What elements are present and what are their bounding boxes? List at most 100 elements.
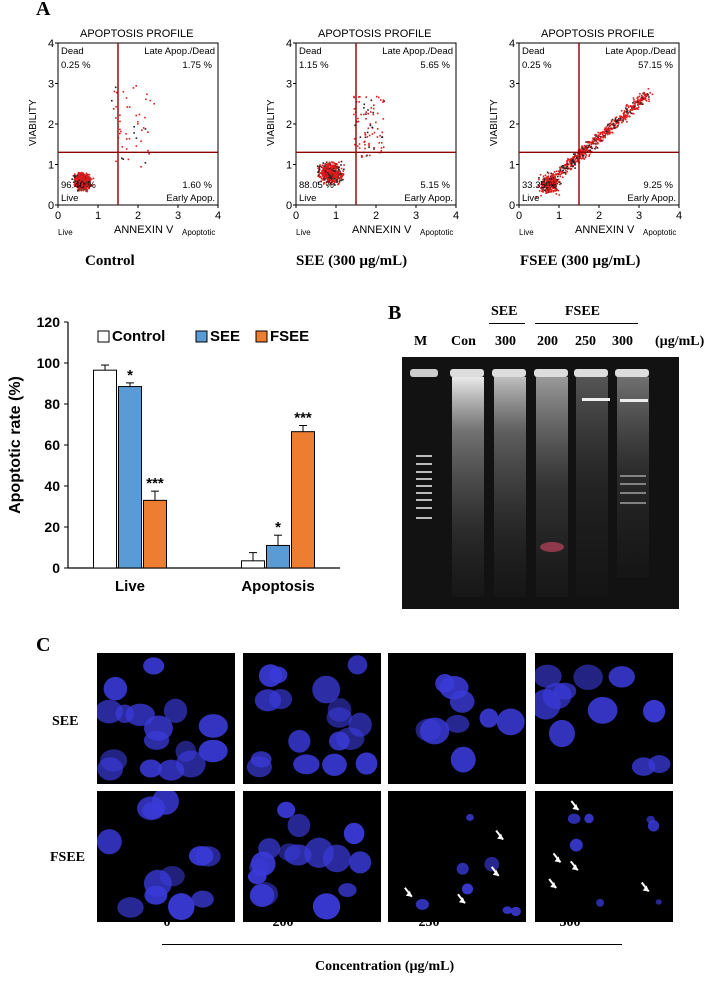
nucleus — [567, 813, 581, 824]
flow-event-dot — [607, 129, 610, 132]
flow-event-dot — [327, 176, 330, 178]
flow-event-dot — [556, 180, 559, 183]
flow-event-dot — [332, 162, 334, 164]
flow-event-dot — [331, 166, 334, 169]
flow-event-dot — [615, 126, 617, 129]
flow-event-dot — [629, 111, 631, 113]
flow-event-dot — [632, 102, 634, 104]
flow-event-dot — [546, 171, 549, 174]
flow-event-dot — [638, 102, 640, 104]
flow-event-dot — [570, 160, 572, 162]
flow-event-dot — [327, 166, 329, 169]
flow-event-dot — [547, 185, 550, 188]
flow-event-dot — [594, 143, 597, 145]
flow-event-dot — [633, 101, 635, 103]
flow-event-dot — [542, 175, 545, 178]
flow-event-dot — [330, 176, 333, 178]
conc-label-300: 300 — [559, 915, 581, 930]
flow-event-dot — [572, 165, 574, 167]
flow-event-dot — [607, 127, 610, 129]
flow-event-dot — [567, 158, 569, 160]
flow-event-dot — [366, 131, 369, 134]
nucleus — [304, 837, 334, 868]
flow-ytick: 2 — [509, 119, 515, 131]
flow-event-dot — [605, 129, 607, 131]
flow-event-dot — [72, 181, 75, 184]
flow-event-dot — [327, 181, 330, 183]
flow-event-dot — [596, 147, 599, 149]
flow-event-dot — [78, 176, 81, 178]
flow-event-dot — [329, 182, 332, 184]
flow-event-dot — [622, 116, 624, 118]
flow-event-dot — [144, 116, 146, 119]
flow-event-dot — [542, 191, 544, 193]
flow-event-dot — [582, 157, 584, 159]
flow-event-dot — [542, 177, 545, 180]
flow-event-dot — [321, 173, 323, 176]
flow-caption-control: Control — [85, 253, 135, 269]
nucleus — [198, 714, 228, 738]
flow-event-dot — [328, 178, 330, 181]
flow-event-dot — [321, 171, 324, 174]
nucleus — [144, 715, 173, 741]
flow-ytick: 1 — [286, 160, 292, 172]
flow-event-dot — [590, 142, 593, 144]
flow-event-dot — [135, 145, 138, 147]
flow-event-dot — [338, 174, 340, 177]
flow-event-dot — [553, 171, 556, 173]
flow-event-dot — [363, 107, 365, 109]
flow-event-dot — [361, 155, 363, 157]
flow-event-dot — [84, 182, 86, 185]
nucleus — [198, 739, 228, 763]
flow-event-dot — [137, 123, 139, 125]
flow-event-dot — [82, 182, 84, 185]
flow-event-dot — [598, 138, 601, 140]
flow-event-dot — [609, 124, 611, 127]
flow-event-dot — [549, 181, 552, 184]
flow-event-dot — [554, 186, 556, 188]
flow-event-dot — [86, 180, 88, 182]
flow-event-dot — [78, 185, 81, 187]
flow-event-dot — [330, 182, 333, 184]
flow-event-dot — [74, 181, 76, 184]
flow-event-dot — [361, 156, 363, 158]
flow-event-dot — [85, 174, 87, 177]
arrow-head-icon — [554, 856, 561, 863]
flow-event-dot — [125, 133, 127, 135]
nucleus — [277, 801, 296, 819]
bar-ytick-label: 100 — [37, 355, 61, 371]
flow-event-dot — [343, 164, 345, 166]
flow-event-dot — [546, 191, 549, 194]
flow-event-dot — [334, 180, 337, 183]
flow-event-dot — [610, 119, 613, 122]
flow-event-dot — [85, 184, 87, 187]
flow-event-dot — [593, 137, 596, 139]
nucleus — [348, 712, 372, 737]
flow-event-dot — [600, 132, 602, 134]
flow-event-dot — [632, 104, 635, 107]
flow-event-dot — [543, 189, 546, 192]
flow-event-dot — [88, 186, 90, 188]
flow-event-dot — [324, 165, 326, 168]
nucleus — [117, 897, 144, 918]
flow-event-dot — [368, 142, 370, 145]
flow-event-dot — [360, 113, 362, 116]
flow-event-dot — [76, 183, 79, 185]
flow-event-dot — [633, 106, 636, 108]
flow-event-dot — [588, 142, 591, 144]
flow-event-dot — [621, 121, 623, 124]
flow-event-dot — [81, 187, 84, 189]
flow-event-dot — [551, 179, 553, 182]
flow-event-dot — [327, 165, 330, 168]
flow-event-dot — [147, 131, 149, 133]
flow-event-dot — [325, 172, 327, 175]
flow-event-dot — [566, 160, 568, 162]
conc-label-200: 200 — [272, 915, 294, 930]
flow-event-dot — [329, 183, 332, 185]
flow-event-dot — [638, 100, 641, 102]
flow-event-dot — [147, 149, 149, 152]
flow-event-dot — [567, 168, 569, 170]
flow-event-dot — [323, 177, 325, 180]
flow-event-dot — [326, 176, 328, 179]
flow-event-dot — [566, 163, 569, 165]
